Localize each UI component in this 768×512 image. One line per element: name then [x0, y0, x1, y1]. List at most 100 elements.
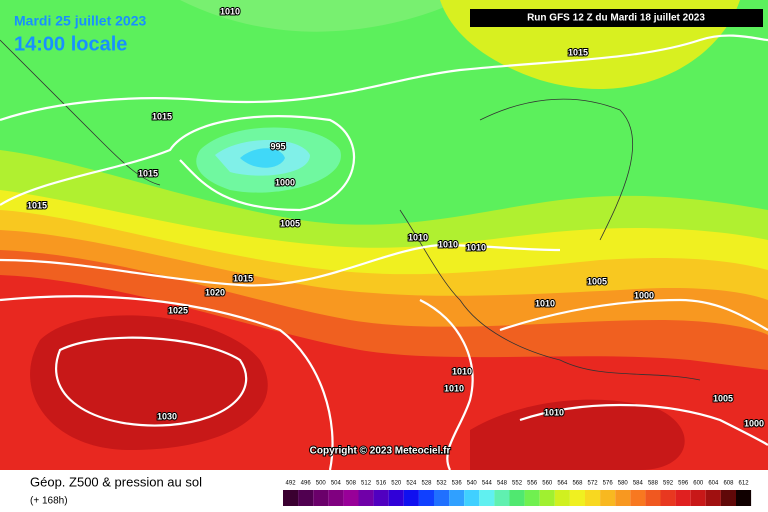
scale-label: 496	[301, 481, 312, 487]
scale-swatch	[494, 490, 510, 506]
scale-label: 532	[437, 481, 448, 487]
scale-swatch	[343, 490, 359, 506]
isobar-label: 1010	[544, 407, 564, 417]
scale-swatch	[388, 490, 404, 506]
scale-swatch	[569, 490, 585, 506]
scale-label: 528	[421, 481, 432, 487]
isobar-label: 1015	[568, 47, 588, 57]
scale-swatch	[298, 490, 314, 506]
isobar-label: 1010	[535, 298, 555, 308]
isobar-label: 1010	[438, 239, 458, 249]
footer-title: Géop. Z500 & pression au sol	[30, 474, 202, 489]
field	[470, 399, 685, 470]
scale-label: 524	[406, 481, 417, 487]
coastline	[479, 98, 634, 241]
isobar-label: 1015	[138, 168, 158, 178]
isobar-label: 1020	[205, 287, 225, 297]
scale-swatch	[554, 490, 570, 506]
scale-label: 500	[316, 481, 327, 487]
isobar-line	[419, 299, 474, 471]
copyright: Copyright © 2023 Meteociel.fr	[310, 446, 451, 457]
scale-swatch	[418, 490, 434, 506]
scale-label: 520	[391, 481, 402, 487]
scale-label: 540	[467, 481, 478, 487]
isobar-label: 1005	[713, 393, 733, 403]
scale-label: 584	[633, 481, 644, 487]
isobar-label: 1000	[744, 418, 764, 428]
scale-swatch	[434, 490, 450, 506]
scale-label: 512	[361, 481, 372, 487]
scale-swatch	[736, 490, 752, 506]
isobar-label: 1015	[233, 273, 253, 283]
isobar-label: 1010	[220, 6, 240, 16]
isobar-label: 1025	[168, 305, 188, 315]
scale-swatch	[509, 490, 525, 506]
isobar-label: 1010	[444, 383, 464, 393]
scale-label: 556	[527, 481, 538, 487]
isobar-label: 1005	[280, 218, 300, 228]
run-banner	[470, 9, 763, 27]
scale-label: 508	[346, 481, 357, 487]
isobar-line	[499, 298, 768, 332]
scale-swatch	[358, 490, 374, 506]
scale-label: 576	[603, 481, 614, 487]
forecast-time: 14:00 locale	[14, 33, 127, 55]
scale-label: 600	[693, 481, 704, 487]
footer-subtitle: (+ 168h)	[30, 496, 68, 507]
isobar-line	[519, 403, 768, 446]
scale-label: 580	[618, 481, 629, 487]
scale-label: 608	[723, 481, 734, 487]
isobar-label: 1000	[275, 177, 295, 187]
coastline	[399, 209, 701, 381]
scale-swatch	[328, 490, 344, 506]
isobar-label: 1005	[587, 276, 607, 286]
isobar-line	[0, 243, 561, 287]
scale-label: 612	[739, 481, 750, 487]
scale-label: 564	[557, 481, 568, 487]
scale-label: 552	[512, 481, 523, 487]
scale-swatch	[720, 490, 736, 506]
isobar-label: 1010	[452, 366, 472, 376]
isobar-label: 1015	[27, 200, 47, 210]
scale-swatch	[373, 490, 389, 506]
field	[240, 148, 285, 168]
isobar-line	[0, 295, 334, 471]
scale-swatch	[479, 490, 495, 506]
scale-swatch	[675, 490, 691, 506]
coastline	[0, 39, 161, 186]
scale-label: 492	[286, 481, 297, 487]
scale-swatch	[615, 490, 631, 506]
scale-swatch	[524, 490, 540, 506]
isobar-label: 1010	[466, 242, 486, 252]
isobar-line	[0, 34, 768, 122]
run-info: Run GFS 12 Z du Mardi 18 juillet 2023	[527, 13, 705, 24]
field	[180, 0, 460, 32]
isobar-label: 1030	[157, 411, 177, 421]
scale-swatch	[403, 490, 419, 506]
scale-swatch	[645, 490, 661, 506]
scale-swatch	[690, 490, 706, 506]
isobar-label: 1000	[634, 290, 654, 300]
scale-label: 588	[648, 481, 659, 487]
forecast-date: Mardi 25 juillet 2023	[14, 13, 146, 29]
scale-label: 516	[376, 481, 387, 487]
scale-swatch	[283, 490, 299, 506]
scale-label: 504	[331, 481, 342, 487]
scale-label: 604	[708, 481, 719, 487]
scale-label: 596	[678, 481, 689, 487]
scale-swatch	[539, 490, 555, 506]
scale-label: 548	[497, 481, 508, 487]
scale-label: 536	[452, 481, 463, 487]
scale-label: 592	[663, 481, 674, 487]
scale-swatch	[600, 490, 616, 506]
scale-swatch	[313, 490, 329, 506]
scale-label: 572	[588, 481, 599, 487]
scale-swatch	[449, 490, 465, 506]
isobar-line	[55, 336, 248, 427]
scale-swatch	[705, 490, 721, 506]
scale-swatch	[585, 490, 601, 506]
isobar-label: 1010	[408, 232, 428, 242]
isobar-label: 995	[270, 141, 285, 151]
